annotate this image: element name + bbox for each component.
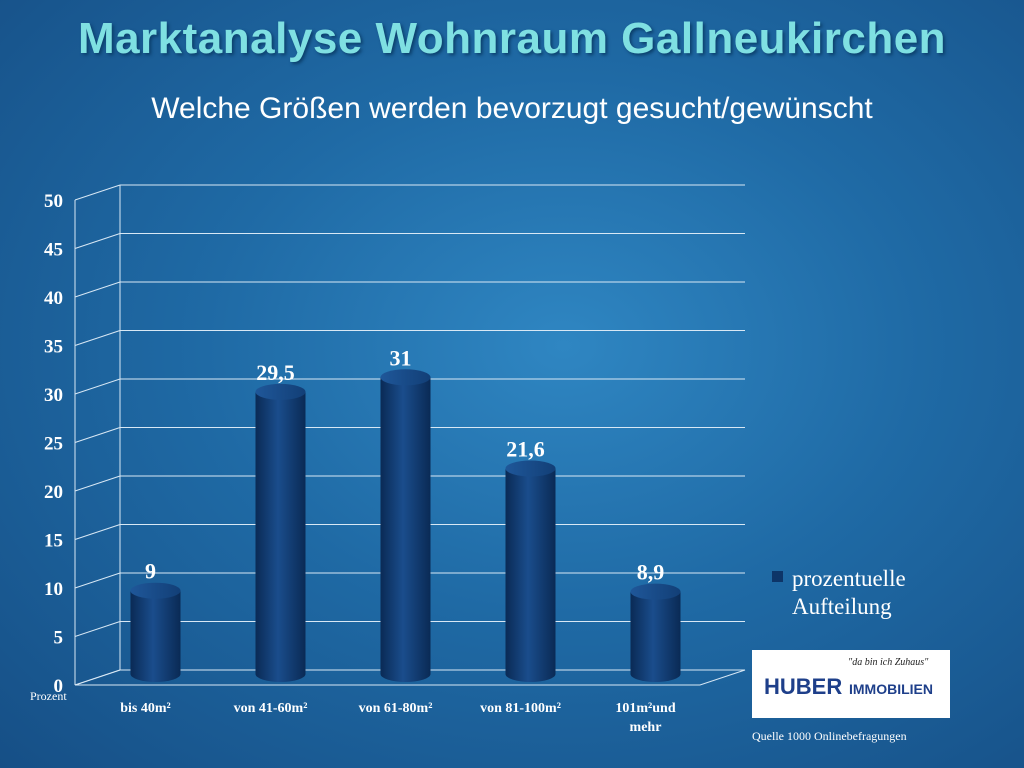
data-label: 8,9	[637, 560, 665, 585]
logo-brand: HUBER	[764, 674, 843, 699]
side-wall-grid-line	[74, 427, 121, 443]
slide-subtitle: Welche Größen werden bevorzugt gesucht/g…	[151, 92, 873, 125]
x-tick-label: von 81-100m²	[480, 701, 561, 716]
side-wall-grid-line	[74, 621, 121, 637]
y-tick-label: 20	[44, 482, 63, 503]
y-tick-label: 5	[54, 628, 64, 649]
y-tick-label: 50	[44, 191, 63, 212]
huber-immobilien-logo: "da bin ich Zuhaus" HUBER IMMOBILIEN	[752, 650, 950, 718]
bar	[380, 377, 431, 682]
bar	[505, 468, 556, 682]
source-note: Quelle 1000 Onlinebefragungen	[752, 729, 907, 743]
y-tick-label: 10	[44, 579, 63, 600]
bar	[255, 391, 306, 682]
bar-top	[505, 460, 556, 477]
y-tick-label: 40	[44, 288, 63, 309]
data-label: 31	[390, 345, 412, 370]
side-wall-grid-line	[74, 330, 121, 346]
legend-label: prozentuelle Aufteilung	[792, 566, 906, 619]
data-label: 21,6	[506, 436, 545, 461]
data-label: 29,5	[256, 360, 295, 385]
bar-top	[630, 583, 681, 600]
data-label: 9	[145, 559, 156, 584]
side-wall-grid-line	[74, 281, 121, 298]
x-tick-label: von 41-60m²	[234, 701, 308, 716]
bar-top	[255, 383, 306, 400]
y-tick-label: 45	[44, 240, 63, 261]
y-tick-label: 35	[44, 337, 63, 358]
y-tick-label: 25	[44, 434, 63, 455]
legend-swatch	[772, 571, 783, 582]
bar	[130, 590, 181, 682]
x-tick-label: mehr	[630, 720, 662, 735]
side-wall-grid-line	[74, 233, 121, 249]
bar	[630, 591, 681, 682]
y-tick-label: 15	[44, 531, 63, 552]
chart-floor	[74, 669, 746, 686]
x-tick-label: bis 40m²	[120, 701, 170, 716]
y-axis-label: Prozent	[30, 689, 67, 703]
y-tick-label: 0	[54, 676, 64, 697]
side-wall-grid-line	[74, 475, 121, 492]
side-wall-grid-line	[74, 378, 121, 395]
side-wall-grid-line	[74, 572, 121, 589]
bar-top	[130, 582, 181, 599]
y-tick-label: 30	[44, 385, 63, 406]
slide-title: Marktanalyse Wohnraum Gallneukirchen	[77, 14, 947, 63]
side-wall-grid-line	[74, 184, 121, 201]
x-tick-label: von 61-80m²	[359, 701, 433, 716]
bar-top	[380, 369, 431, 386]
x-tick-label: 101m²und	[615, 701, 675, 716]
side-wall-grid-line	[74, 524, 121, 540]
logo-slogan: "da bin ich Zuhaus"	[848, 657, 929, 668]
logo-suffix: IMMOBILIEN	[849, 681, 933, 697]
